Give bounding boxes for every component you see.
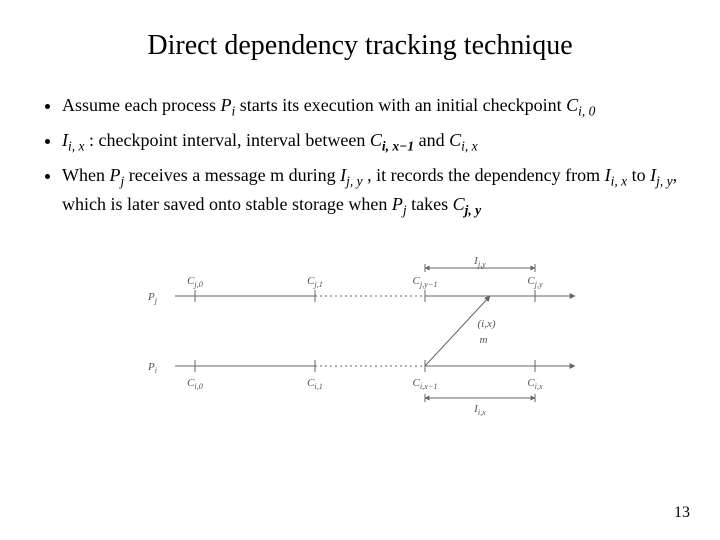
b2-C2: C xyxy=(449,130,461,150)
page-number: 13 xyxy=(674,504,690,522)
b1-text-pre: Assume each process xyxy=(62,95,220,115)
b3-mid4: takes xyxy=(407,194,453,214)
svg-text:Cj,y: Cj,y xyxy=(527,275,543,289)
b2-C1: C xyxy=(370,130,382,150)
b3-C: C xyxy=(453,194,465,214)
svg-text:Pi: Pi xyxy=(147,361,158,375)
svg-text:m: m xyxy=(480,334,488,346)
bullet-list: Assume each process Pi starts its execut… xyxy=(62,92,680,221)
b1-P: P xyxy=(220,95,231,115)
b3-I3sub: j, y xyxy=(656,174,673,189)
b3-to: to xyxy=(627,165,650,185)
svg-text:Cj,y−1: Cj,y−1 xyxy=(412,275,437,289)
b2-C2sub: i, x xyxy=(461,139,478,154)
svg-text:Pj: Pj xyxy=(147,291,158,305)
b3-Csub: j, y xyxy=(465,203,482,218)
diagram-container: Cj,0 Cj,1 Cj,y−1 Cj,y Ci,0 Ci,1 Ci,x−1 Ci,x Pj Pi… xyxy=(40,251,680,421)
slide: Direct dependency tracking technique Ass… xyxy=(0,0,720,540)
b3-Isub: j, y xyxy=(346,174,363,189)
bullet-3: When Pj receives a message m during Ij, … xyxy=(62,162,680,220)
b2-C1sub: i, x−1 xyxy=(382,139,414,154)
b2-and: and xyxy=(414,130,449,150)
svg-text:Ij,y: Ij,y xyxy=(473,255,486,269)
b1-Csub: i, 0 xyxy=(578,104,595,119)
bullet-2: Ii, x : checkpoint interval, interval be… xyxy=(62,127,680,156)
svg-text:Ci,0: Ci,0 xyxy=(187,377,204,391)
b3-P: P xyxy=(109,165,120,185)
svg-text:Ci,x: Ci,x xyxy=(527,377,543,391)
svg-text:(i,x): (i,x) xyxy=(478,318,496,330)
b3-mid2: , it records the dependency from xyxy=(363,165,605,185)
svg-text:Ci,x−1: Ci,x−1 xyxy=(412,377,437,391)
svg-text:Ci,1: Ci,1 xyxy=(307,377,323,391)
bullet-1: Assume each process Pi starts its execut… xyxy=(62,92,680,121)
b1-mid: starts its execution with an initial che… xyxy=(235,95,566,115)
b1-C: C xyxy=(566,95,578,115)
svg-text:Ii,x: Ii,x xyxy=(473,403,486,417)
b3-P2: P xyxy=(392,194,403,214)
b2-mid: : checkpoint interval, interval between xyxy=(85,130,370,150)
svg-text:Cj,1: Cj,1 xyxy=(307,275,323,289)
slide-title: Direct dependency tracking technique xyxy=(40,30,680,62)
b3-mid1: receives a message m during xyxy=(124,165,340,185)
b3-I2sub: i, x xyxy=(611,174,628,189)
timeline-diagram: Cj,0 Cj,1 Cj,y−1 Cj,y Ci,0 Ci,1 Ci,x−1 Ci,x Pj Pi… xyxy=(120,251,600,421)
b3-pre: When xyxy=(62,165,109,185)
svg-text:Cj,0: Cj,0 xyxy=(187,275,204,289)
b2-Isub: i, x xyxy=(68,139,85,154)
